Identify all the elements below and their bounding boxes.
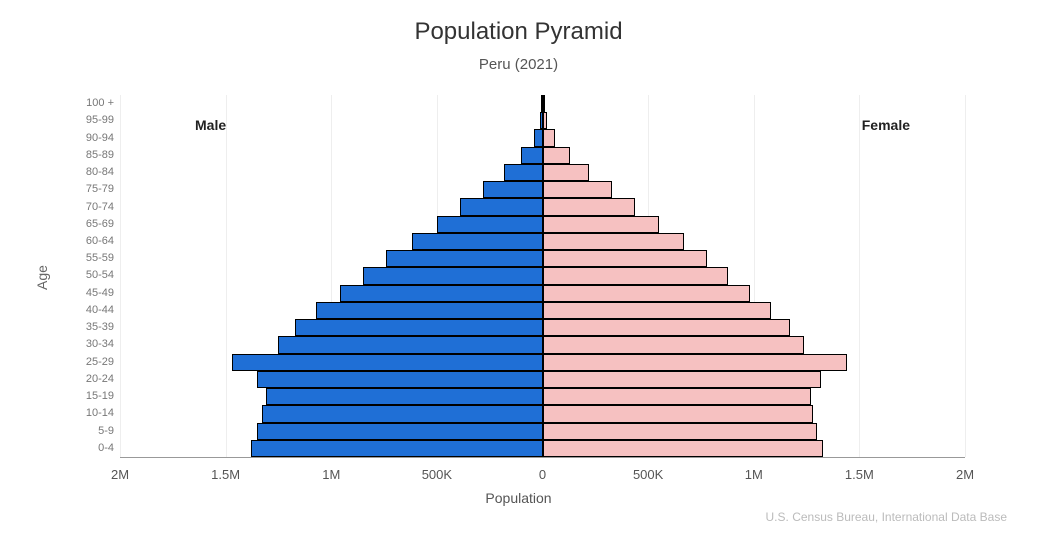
x-tick-label: 0: [539, 457, 546, 482]
x-tick-label: 1M: [745, 457, 763, 482]
female-bar: [543, 319, 790, 336]
male-bar: [340, 285, 543, 302]
male-bar: [386, 250, 542, 267]
y-tick-label: 15-19: [86, 391, 120, 402]
female-bar: [543, 354, 847, 371]
y-tick-label: 55-59: [86, 253, 120, 264]
male-bar: [232, 354, 543, 371]
y-tick-label: 70-74: [86, 202, 120, 213]
x-tick-label: 1.5M: [845, 457, 874, 482]
y-tick-label: 90-94: [86, 133, 120, 144]
y-tick-label: 25-29: [86, 357, 120, 368]
female-legend-label: Female: [862, 117, 910, 133]
y-axis-label: Age: [34, 265, 50, 290]
male-bar: [460, 198, 542, 215]
y-tick-label: 0-4: [98, 443, 120, 454]
male-bar: [316, 302, 542, 319]
population-pyramid-chart: Population Pyramid Peru (2021) Age 2M1.5…: [0, 0, 1037, 542]
center-axis: [542, 95, 544, 457]
male-bar: [257, 423, 542, 440]
x-tick-label: 2M: [956, 457, 974, 482]
female-bar: [543, 371, 822, 388]
male-bar: [262, 405, 543, 422]
attribution-text: U.S. Census Bureau, International Data B…: [766, 510, 1007, 524]
female-bar: [543, 164, 589, 181]
y-tick-label: 50-54: [86, 270, 120, 281]
male-bar: [278, 336, 542, 353]
gridline: [965, 95, 966, 457]
chart-subtitle: Peru (2021): [0, 56, 1037, 73]
male-bar: [437, 216, 543, 233]
male-bar: [412, 233, 543, 250]
y-tick-label: 5-9: [98, 426, 120, 437]
male-legend-label: Male: [195, 117, 226, 133]
female-bar: [543, 423, 818, 440]
male-bar: [266, 388, 543, 405]
y-tick-label: 45-49: [86, 288, 120, 299]
plot-area: 2M1.5M1M500K0500K1M1.5M2M0-45-910-1415-1…: [120, 95, 965, 457]
y-tick-label: 20-24: [86, 374, 120, 385]
y-tick-label: 35-39: [86, 322, 120, 333]
x-tick-label: 500K: [633, 457, 663, 482]
female-bar: [543, 302, 771, 319]
x-tick-label: 500K: [422, 457, 452, 482]
female-bar: [543, 267, 729, 284]
male-bar: [521, 147, 542, 164]
female-bar: [543, 405, 813, 422]
y-tick-label: 85-89: [86, 150, 120, 161]
x-axis-label: Population: [0, 490, 1037, 506]
female-bar: [543, 440, 824, 457]
male-bar: [483, 181, 542, 198]
x-tick-label: 2M: [111, 457, 129, 482]
male-bar: [363, 267, 543, 284]
female-bar: [543, 285, 750, 302]
male-bar: [251, 440, 543, 457]
y-tick-label: 75-79: [86, 184, 120, 195]
male-bar: [295, 319, 542, 336]
y-tick-label: 40-44: [86, 305, 120, 316]
y-tick-label: 95-99: [86, 115, 120, 126]
female-bar: [543, 181, 613, 198]
y-tick-label: 60-64: [86, 236, 120, 247]
female-bar: [543, 198, 636, 215]
chart-title: Population Pyramid: [0, 18, 1037, 46]
female-bar: [543, 336, 805, 353]
y-tick-label: 30-34: [86, 339, 120, 350]
y-tick-label: 100 +: [86, 98, 120, 109]
female-bar: [543, 388, 811, 405]
x-tick-label: 1M: [322, 457, 340, 482]
female-bar: [543, 216, 659, 233]
male-bar: [257, 371, 542, 388]
female-bar: [543, 147, 570, 164]
female-bar: [543, 129, 556, 146]
female-bar: [543, 250, 708, 267]
x-tick-label: 1.5M: [211, 457, 240, 482]
y-tick-label: 10-14: [86, 408, 120, 419]
y-tick-label: 65-69: [86, 219, 120, 230]
female-bar: [543, 233, 685, 250]
y-tick-label: 80-84: [86, 167, 120, 178]
male-bar: [504, 164, 542, 181]
